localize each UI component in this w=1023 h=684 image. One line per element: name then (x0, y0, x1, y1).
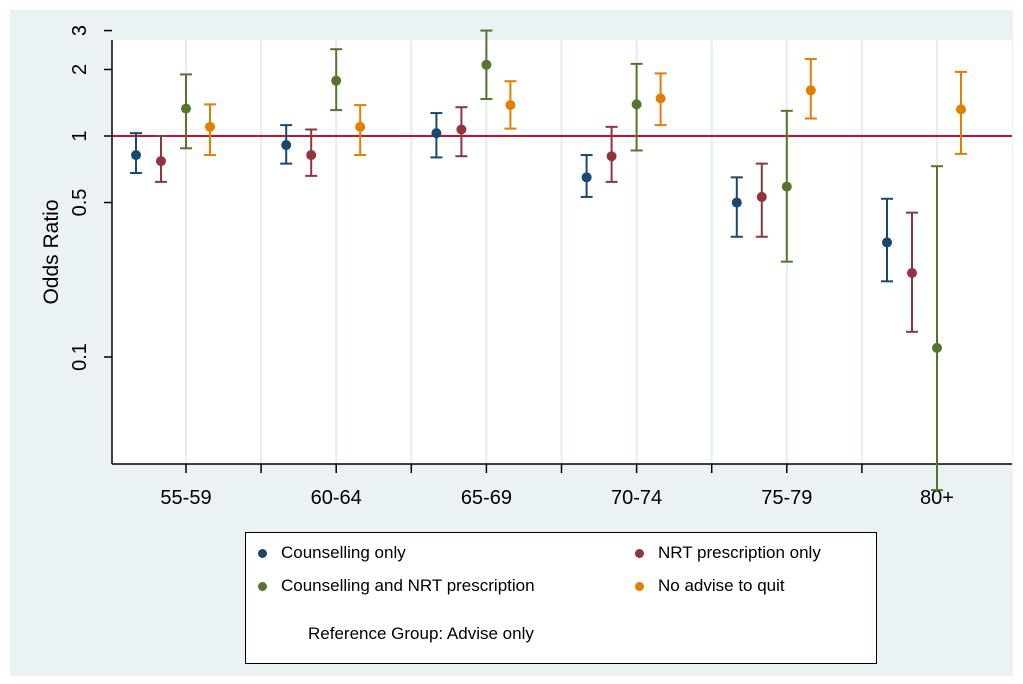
legend: Counselling only NRT prescription only C… (245, 532, 877, 664)
data-point (481, 59, 492, 70)
legend-item-counselling-only: Counselling only (258, 543, 406, 563)
legend-label: NRT prescription only (658, 543, 821, 562)
data-point (805, 85, 816, 96)
legend-marker (635, 581, 644, 591)
data-point (882, 237, 892, 248)
x-tick-label: 70-74 (611, 487, 662, 509)
data-point (956, 104, 966, 115)
y-tick-label: 2 (69, 64, 91, 75)
y-tick-label: 1 (69, 130, 91, 141)
x-tick-label: 65-69 (461, 487, 512, 509)
legend-marker (258, 581, 267, 591)
data-point (131, 150, 141, 161)
legend-item-nrt-prescription-only: NRT prescription only (635, 543, 821, 563)
data-point (631, 99, 642, 110)
data-point (581, 172, 592, 183)
error-bar (931, 165, 943, 492)
data-point (355, 121, 366, 132)
data-point (431, 128, 442, 139)
x-tick-label: 60-64 (311, 487, 362, 509)
legend-marker (635, 548, 644, 558)
y-tick-label: 0.5 (69, 189, 91, 217)
legend-label: Counselling and NRT prescription (281, 576, 535, 595)
legend-item-counselling-and-nrt: Counselling and NRT prescription (258, 576, 535, 596)
legend-label: No advise to quit (658, 576, 785, 595)
data-point (306, 150, 317, 161)
y-tick-label: 3 (69, 25, 91, 36)
legend-item-no-advise-to-quit: No advise to quit (635, 576, 785, 596)
legend-label: Counselling only (281, 543, 406, 562)
data-point (907, 267, 917, 278)
data-point (655, 93, 666, 104)
data-point (932, 342, 942, 353)
data-point (331, 75, 342, 86)
data-point (781, 181, 792, 192)
data-point (731, 197, 742, 208)
data-point (205, 121, 215, 132)
x-tick-label: 55-59 (160, 487, 211, 509)
point-estimates (131, 59, 966, 353)
reference-group-note: Reference Group: Advise only (308, 624, 534, 643)
data-point (156, 156, 166, 167)
data-point (505, 100, 516, 111)
y-tick-label: 0.1 (69, 343, 91, 371)
data-point (606, 151, 617, 162)
y-axis-title: Odds Ratio (40, 199, 63, 304)
data-point (756, 191, 767, 202)
data-point (456, 124, 467, 135)
error-bars (130, 29, 967, 492)
x-tick-label: 80+ (920, 487, 954, 509)
data-point (181, 103, 191, 114)
x-tick-label: 75-79 (761, 487, 812, 509)
data-point (281, 140, 292, 151)
axes: 3 2 1 0.5 0.1 55-59 60-64 65-69 70-74 75-79 80+ (69, 25, 1012, 509)
legend-marker (258, 548, 267, 558)
